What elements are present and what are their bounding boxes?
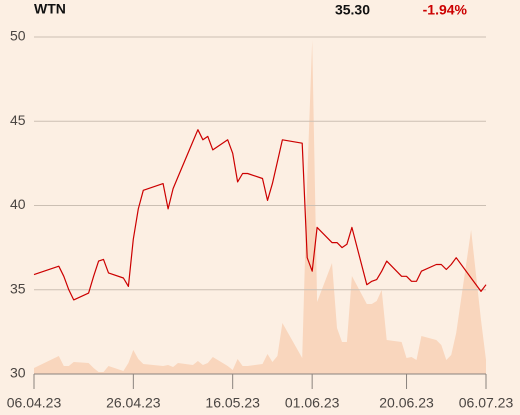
x-tick-label: 06.04.23 [7, 395, 62, 411]
price: 35.30 [335, 2, 370, 18]
change: -1.94% [423, 2, 468, 18]
x-tick-label: 20.06.23 [379, 395, 434, 411]
y-tick-label: 45 [10, 112, 26, 128]
y-tick-label: 35 [10, 280, 26, 296]
volume-area [34, 40, 486, 374]
y-tick-label: 30 [10, 365, 26, 381]
y-tick-label: 40 [10, 196, 26, 212]
x-tick-label: 06.07.23 [459, 395, 514, 411]
price-line [33, 129, 487, 301]
y-tick-label: 50 [10, 28, 26, 44]
x-tick-label: 16.05.23 [205, 395, 260, 411]
ticker: WTN [34, 1, 66, 17]
x-tick-label: 01.06.23 [285, 395, 340, 411]
x-tick-label: 26.04.23 [106, 395, 161, 411]
